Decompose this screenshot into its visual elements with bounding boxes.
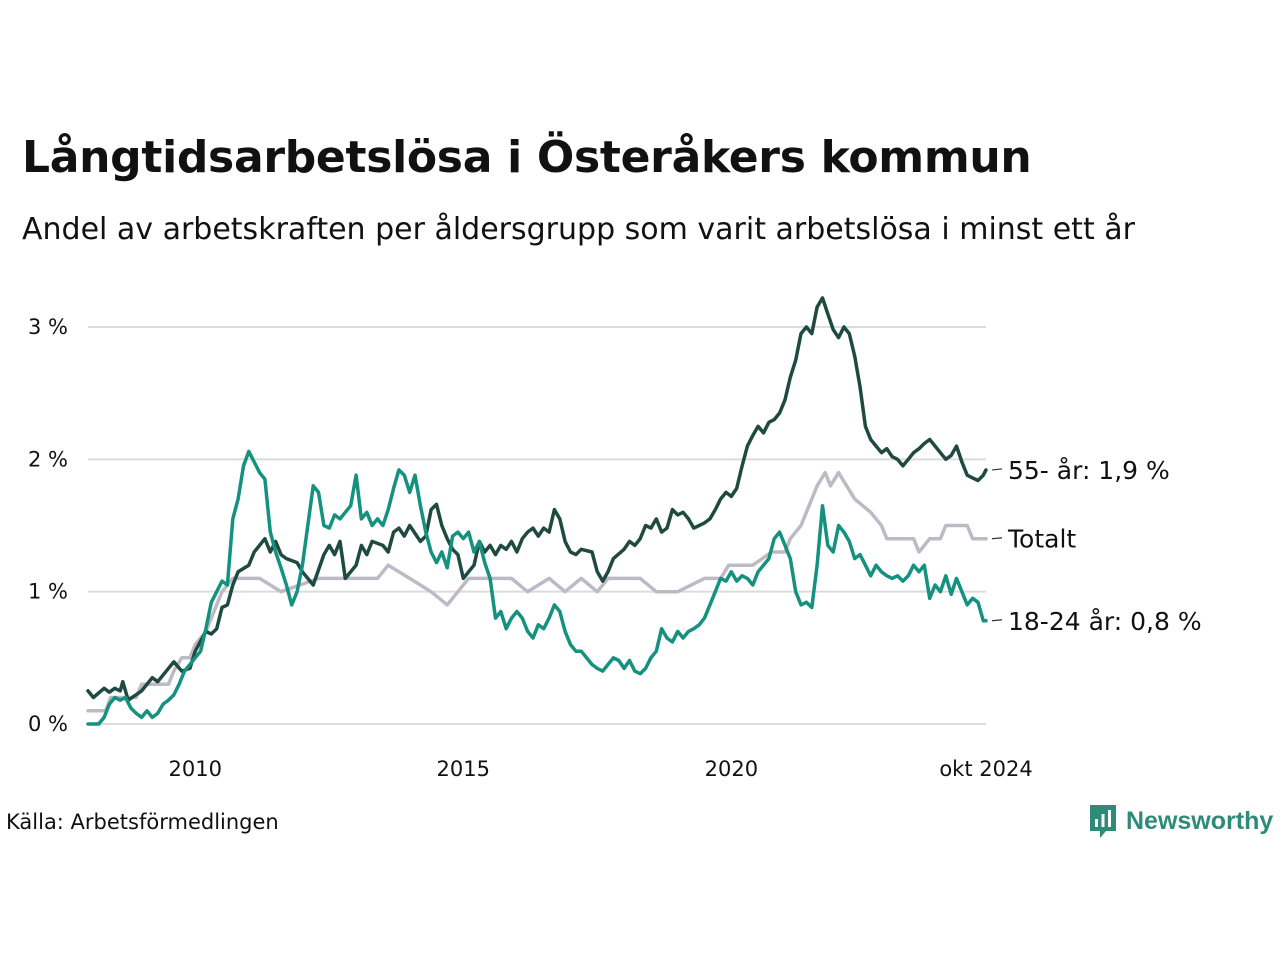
series-end-label-total: Totalt [1007, 525, 1076, 554]
y-tick-label: 1 % [28, 580, 68, 604]
y-tick-label: 0 % [28, 712, 68, 736]
chart-title: Långtidsarbetslösa i Österåkers kommun [22, 132, 1032, 183]
bar-chart-speech-bubble-icon [1090, 805, 1116, 838]
end-label-connector-total [991, 537, 1003, 540]
end-label-connector-s18 [991, 619, 1003, 622]
source-note: Källa: Arbetsförmedlingen [6, 810, 279, 834]
y-axis-labels: 0 % 1 % 2 % 3 % [28, 315, 68, 736]
series-lines [86, 296, 988, 726]
brand-name: Newsworthy [1126, 806, 1274, 835]
chart-subtitle: Andel av arbetskraften per åldersgrupp s… [22, 212, 1135, 247]
series-end-labels: Totalt 55- år: 1,9 % 18-24 år: 0,8 % [991, 456, 1202, 636]
y-tick-label: 2 % [28, 447, 68, 471]
end-label-connector-s55 [991, 468, 1003, 471]
x-tick-label: 2015 [437, 757, 490, 781]
x-tick-label: 2010 [168, 757, 221, 781]
series-line-s18 [86, 449, 988, 726]
series-line-s55 [86, 296, 988, 702]
series-end-label-s55: 55- år: 1,9 % [1008, 456, 1170, 485]
newsworthy-logo[interactable]: Newsworthy [1088, 803, 1273, 839]
x-tick-label: okt 2024 [939, 757, 1032, 781]
y-tick-label: 3 % [28, 315, 68, 339]
x-tick-label: 2020 [705, 757, 758, 781]
grid-lines [88, 326, 986, 725]
series-end-label-s18: 18-24 år: 0,8 % [1008, 607, 1202, 636]
x-axis-labels: 2010 2015 2020 okt 2024 [168, 757, 1032, 781]
